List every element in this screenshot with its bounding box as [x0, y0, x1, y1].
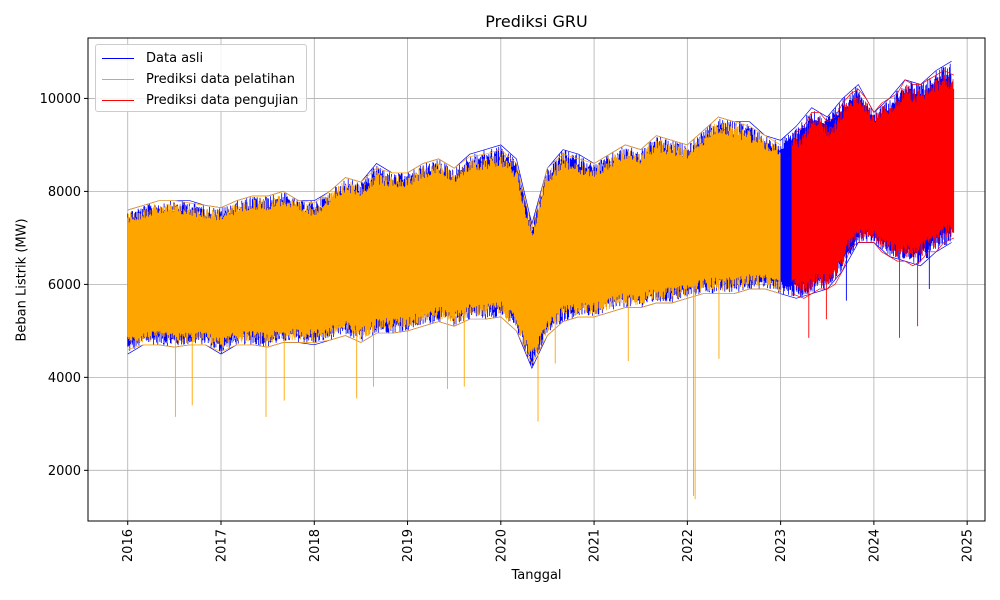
legend-item-prediksi-pengujian: Prediksi data pengujian: [102, 90, 300, 111]
series-line: [791, 74, 955, 294]
series-upper-envelope: [127, 116, 781, 229]
legend-label: Data asli: [146, 51, 204, 66]
x-tick-label: 2022: [681, 529, 696, 562]
chart-title: Prediksi GRU: [485, 12, 588, 31]
x-tick-label: 2023: [774, 529, 789, 562]
x-tick-label: 2025: [961, 529, 976, 562]
y-tick-label: 2000: [48, 464, 81, 479]
x-tick-label: 2024: [867, 529, 882, 562]
series-2: [791, 70, 955, 299]
x-tick-label: 2019: [401, 529, 416, 562]
series-lower-envelope: [127, 288, 781, 365]
x-tick-label: 2020: [494, 529, 509, 562]
axes-frame: [87, 37, 986, 522]
x-tick-label: 2018: [308, 529, 323, 562]
legend-label: Prediksi data pengujian: [146, 93, 299, 108]
y-axis-label: Beban Listrik (MW): [14, 218, 30, 342]
legend-swatch-prediksi-pelatihan: [102, 79, 134, 80]
legend-swatch-data-asli: [102, 58, 134, 59]
series-1: [127, 116, 781, 365]
x-tick-label: 2017: [215, 529, 230, 562]
legend-label: Prediksi data pelatihan: [146, 72, 295, 87]
legend: Data asli Prediksi data pelatihan Predik…: [95, 44, 307, 112]
y-tick-label: 10000: [40, 92, 81, 107]
legend-item-prediksi-pelatihan: Prediksi data pelatihan: [102, 69, 300, 90]
series-line: [127, 121, 781, 359]
x-axis-label: Tanggal: [511, 568, 562, 583]
series-lower-envelope: [791, 237, 955, 299]
y-tick-label: 8000: [48, 185, 81, 200]
y-tick-label: 4000: [48, 371, 81, 386]
series-upper-envelope: [791, 70, 955, 136]
legend-item-data-asli: Data asli: [102, 48, 300, 69]
x-tick-label: 2021: [588, 529, 603, 562]
x-tick-label: 2016: [121, 529, 136, 562]
y-tick-label: 6000: [48, 278, 81, 293]
legend-swatch-prediksi-pengujian: [102, 100, 134, 101]
